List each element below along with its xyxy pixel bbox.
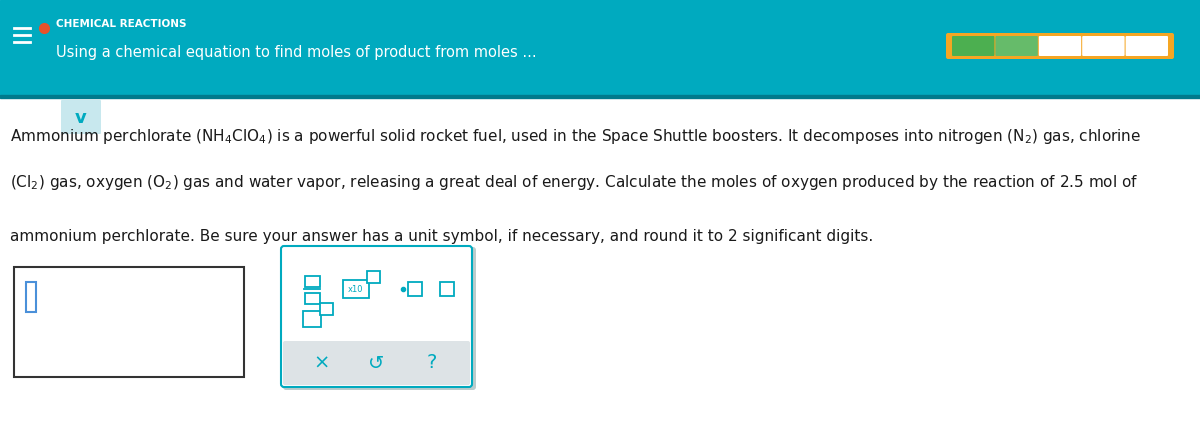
Text: Using a chemical equation to find moles of product from moles ...: Using a chemical equation to find moles …	[56, 44, 536, 60]
FancyBboxPatch shape	[1126, 36, 1168, 56]
FancyBboxPatch shape	[946, 33, 1174, 59]
Text: CHEMICAL REACTIONS: CHEMICAL REACTIONS	[56, 19, 186, 29]
Text: ?: ?	[427, 353, 437, 372]
FancyBboxPatch shape	[1082, 36, 1124, 56]
Text: v: v	[76, 109, 86, 127]
FancyBboxPatch shape	[281, 246, 472, 387]
Bar	[408, 282, 422, 296]
Bar	[366, 271, 379, 283]
Bar	[440, 282, 454, 296]
Text: x10: x10	[348, 285, 364, 293]
Bar	[305, 292, 319, 304]
Bar	[26, 282, 36, 312]
Bar	[302, 311, 322, 327]
FancyBboxPatch shape	[996, 36, 1038, 56]
Text: ×: ×	[314, 353, 330, 372]
Bar	[319, 303, 332, 315]
Text: Ammonium perchlorate $\left(\mathrm{NH_4ClO_4}\right)$ is a powerful solid rocke: Ammonium perchlorate $\left(\mathrm{NH_4…	[10, 127, 1141, 146]
Bar	[0, 0, 1200, 95]
Bar	[343, 280, 370, 298]
Text: $\left(\mathrm{Cl_2}\right)$ gas, oxygen $\left(\mathrm{O_2}\right)$ gas and wat: $\left(\mathrm{Cl_2}\right)$ gas, oxygen…	[10, 172, 1139, 191]
FancyBboxPatch shape	[283, 341, 470, 385]
Bar	[305, 276, 319, 286]
Text: ↺: ↺	[368, 353, 384, 372]
Bar	[14, 267, 244, 377]
FancyBboxPatch shape	[283, 247, 476, 390]
FancyBboxPatch shape	[1039, 36, 1081, 56]
FancyBboxPatch shape	[952, 36, 995, 56]
FancyBboxPatch shape	[61, 100, 101, 134]
Text: ammonium perchlorate. Be sure your answer has a unit symbol, if necessary, and r: ammonium perchlorate. Be sure your answe…	[10, 229, 874, 245]
Bar	[0, 95, 1200, 98]
